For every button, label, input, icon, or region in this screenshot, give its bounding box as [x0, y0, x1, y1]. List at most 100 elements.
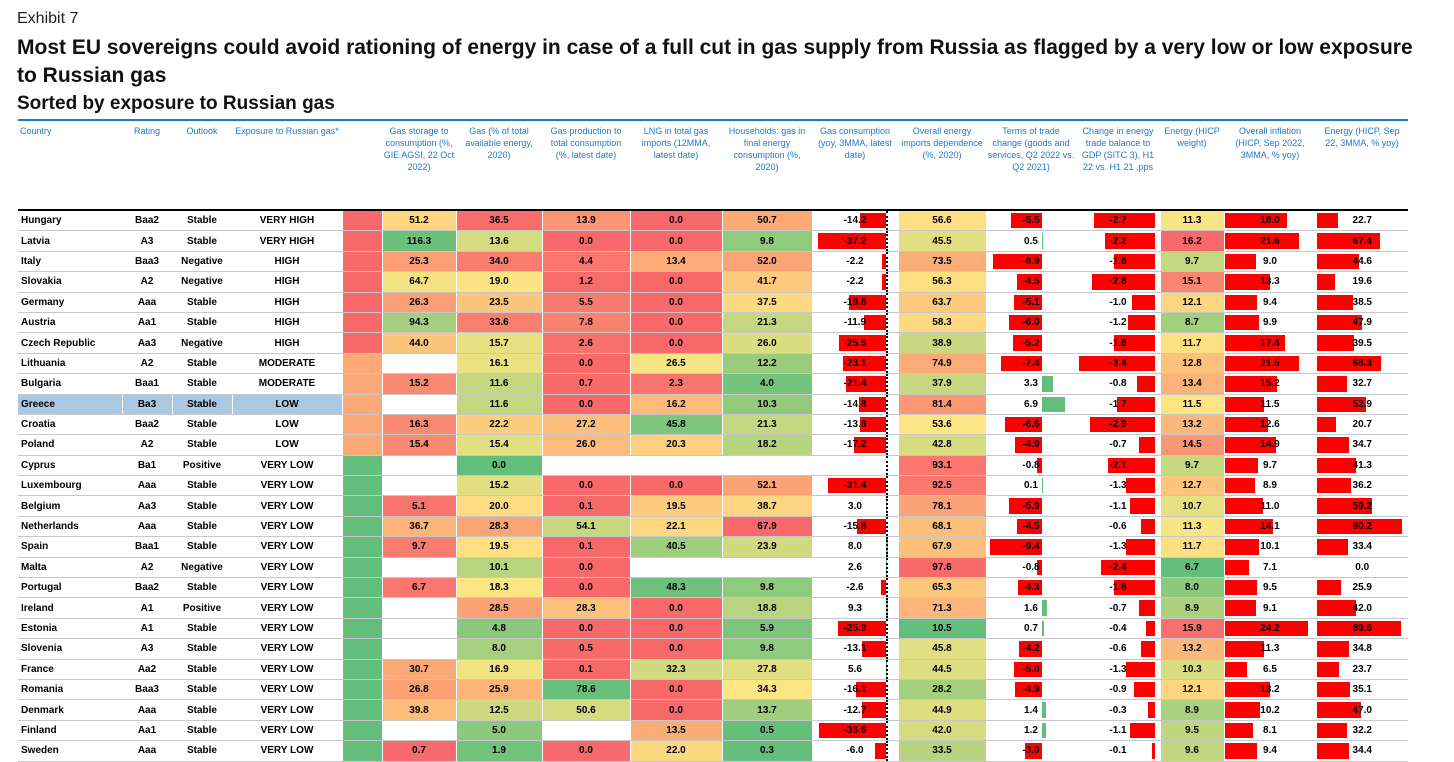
cell-consumption: -21.4	[812, 374, 898, 394]
cell-outlook: Stable	[172, 414, 232, 434]
cell-production: 50.6	[542, 700, 630, 720]
cell-hicp_weight: 9.7	[1160, 455, 1224, 475]
cell-households: 41.7	[722, 272, 812, 292]
value-label: -3.4	[1109, 358, 1126, 369]
cell-gas_share: 15.4	[456, 435, 542, 455]
cell-hicp_weight: 12.8	[1160, 353, 1224, 373]
cell-tot: -6.6	[986, 414, 1076, 434]
value-label: 24.2	[1260, 623, 1279, 634]
cell-imports_dep: 65.3	[898, 578, 986, 598]
column-header: Outlook	[172, 120, 232, 210]
value-label: 6.9	[1024, 399, 1038, 410]
cell-gas_share: 28.3	[456, 516, 542, 536]
value-label: -2.6	[846, 582, 863, 593]
cell-exposure: VERY LOW	[232, 618, 342, 638]
cell-storage: 26.8	[382, 679, 456, 699]
exposure-swatch	[342, 557, 382, 577]
cell-storage: 64.7	[382, 272, 456, 292]
value-label: 18.0	[1260, 215, 1279, 226]
cell-lng: 26.5	[630, 353, 722, 373]
value-bar	[1317, 580, 1341, 595]
cell-households: 34.3	[722, 679, 812, 699]
value-label: -14.2	[844, 215, 867, 226]
cell-hicp_weight: 8.0	[1160, 578, 1224, 598]
cell-tot: 0.5	[986, 231, 1076, 251]
cell-country: Ireland	[18, 598, 122, 618]
exposure-swatch	[342, 598, 382, 618]
column-header: Energy (HICP weight)	[1160, 120, 1224, 210]
cell-inflation: 21.5	[1224, 353, 1316, 373]
cell-energy_infl: 32.7	[1316, 374, 1408, 394]
cell-rating: Aa3	[122, 496, 172, 516]
exposure-swatch	[342, 414, 382, 434]
cell-production: 27.2	[542, 414, 630, 434]
cell-hicp_weight: 13.2	[1160, 639, 1224, 659]
cell-exposure: VERY HIGH	[232, 231, 342, 251]
value-label: 10.1	[1260, 541, 1279, 552]
cell-energy_infl: 25.9	[1316, 578, 1408, 598]
zero-axis	[886, 293, 888, 312]
cell-consumption: 5.6	[812, 659, 898, 679]
cell-hicp_weight: 11.5	[1160, 394, 1224, 414]
cell-outlook: Stable	[172, 374, 232, 394]
cell-gas_share: 10.1	[456, 557, 542, 577]
zero-axis	[886, 700, 888, 719]
value-label: -0.6	[1109, 643, 1126, 654]
cell-gas_share: 23.5	[456, 292, 542, 312]
value-bar	[1225, 641, 1264, 656]
cell-imports_dep: 28.2	[898, 679, 986, 699]
value-label: 8.0	[848, 541, 862, 552]
cell-outlook: Positive	[172, 598, 232, 618]
cell-imports_dep: 45.5	[898, 231, 986, 251]
value-label: 9.4	[1263, 297, 1277, 308]
value-label: -1.1	[1109, 501, 1126, 512]
zero-axis	[886, 476, 888, 495]
value-label: 47.9	[1353, 317, 1372, 328]
cell-hicp_weight: 16.2	[1160, 231, 1224, 251]
value-label: 59.2	[1353, 501, 1372, 512]
value-label: -0.8	[1109, 378, 1126, 389]
cell-households: 9.8	[722, 639, 812, 659]
value-label: -0.3	[1109, 705, 1126, 716]
value-label: 0.7	[1024, 623, 1038, 634]
cell-energy_tb: -1.0	[1076, 292, 1160, 312]
value-label: 32.2	[1353, 725, 1372, 736]
value-bar	[1126, 662, 1155, 677]
value-label: -2.7	[1109, 215, 1126, 226]
cell-exposure: HIGH	[232, 292, 342, 312]
cell-tot: -4.9	[986, 435, 1076, 455]
value-label: 13.2	[1260, 684, 1279, 695]
exposure-swatch	[342, 679, 382, 699]
cell-production: 0.0	[542, 353, 630, 373]
cell-imports_dep: 67.9	[898, 537, 986, 557]
cell-storage	[382, 557, 456, 577]
cell-imports_dep: 42.0	[898, 720, 986, 740]
cell-gas_share: 0.0	[456, 455, 542, 475]
cell-imports_dep: 53.6	[898, 414, 986, 434]
cell-storage: 36.7	[382, 516, 456, 536]
cell-energy_infl: 33.4	[1316, 537, 1408, 557]
cell-energy_tb: -0.3	[1076, 700, 1160, 720]
value-label: -5.2	[1022, 338, 1039, 349]
cell-tot: -5.9	[986, 496, 1076, 516]
cell-consumption	[812, 455, 898, 475]
cell-households: 21.3	[722, 312, 812, 332]
cell-households: 9.8	[722, 231, 812, 251]
value-bar	[1225, 702, 1260, 717]
value-label: -0.7	[1109, 603, 1126, 614]
value-bar	[864, 315, 886, 330]
value-label: 52.9	[1353, 399, 1372, 410]
cell-imports_dep: 56.3	[898, 272, 986, 292]
cell-rating: A1	[122, 598, 172, 618]
cell-gas_share: 28.5	[456, 598, 542, 618]
zero-axis	[886, 680, 888, 699]
cell-outlook: Stable	[172, 720, 232, 740]
exposure-swatch	[342, 312, 382, 332]
zero-axis	[886, 578, 888, 597]
cell-country: Luxembourg	[18, 476, 122, 496]
cell-inflation: 9.9	[1224, 312, 1316, 332]
cell-exposure: VERY LOW	[232, 578, 342, 598]
